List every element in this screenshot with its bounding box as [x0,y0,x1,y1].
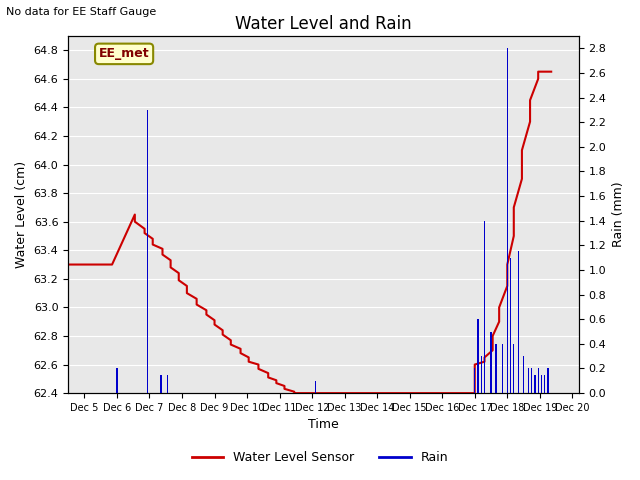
Title: Water Level and Rain: Water Level and Rain [235,15,412,33]
Text: EE_met: EE_met [99,48,149,60]
Bar [495,344,497,393]
Bar [547,369,548,393]
Bar [315,381,316,393]
Bar [477,319,479,393]
Bar [166,375,168,393]
Bar [544,375,545,393]
Bar [160,375,161,393]
Bar [518,252,519,393]
Bar [523,356,524,393]
Bar [531,369,532,393]
Bar [502,344,503,393]
Y-axis label: Rain (mm): Rain (mm) [612,182,625,247]
Bar [510,258,511,393]
Bar [481,356,482,393]
Text: No data for EE Staff Gauge: No data for EE Staff Gauge [6,7,157,17]
Legend: Water Level Sensor, Rain: Water Level Sensor, Rain [187,446,453,469]
X-axis label: Time: Time [308,419,339,432]
Bar [490,332,492,393]
Bar [534,375,536,393]
Bar [147,110,148,393]
Bar [513,344,515,393]
Bar [474,369,476,393]
Bar [541,375,542,393]
Bar [528,369,529,393]
Y-axis label: Water Level (cm): Water Level (cm) [15,161,28,268]
Bar [538,369,539,393]
Bar [484,221,485,393]
Bar [116,369,118,393]
Bar [507,48,508,393]
